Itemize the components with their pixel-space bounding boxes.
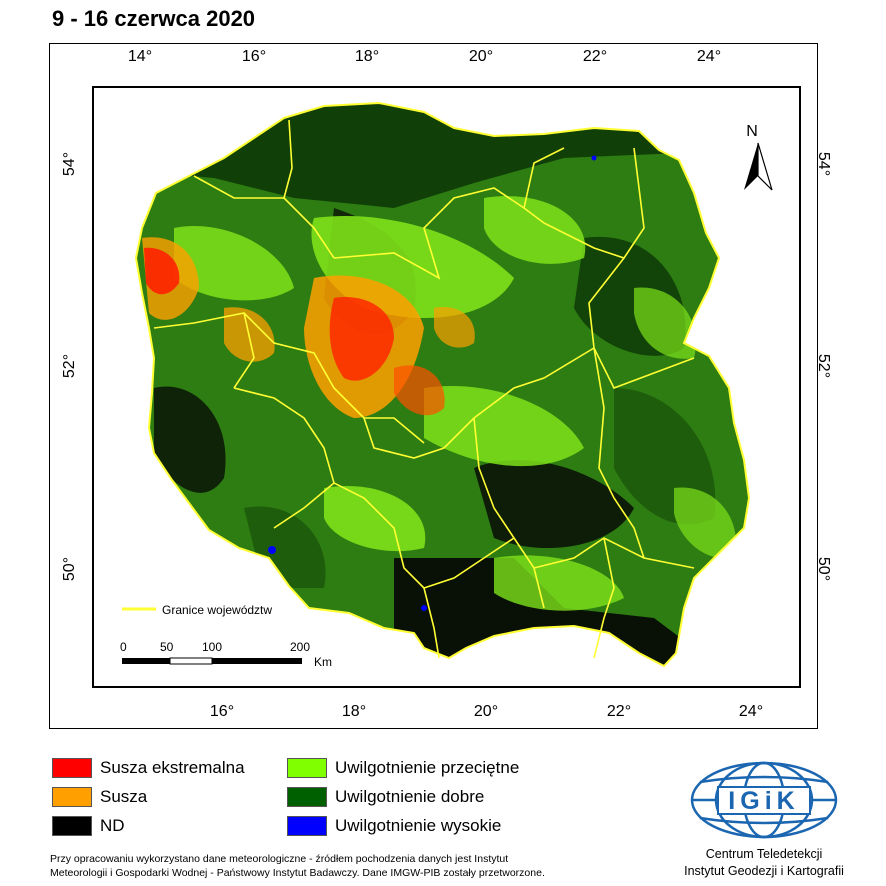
map-title: 9 - 16 czerwca 2020 bbox=[52, 6, 256, 31]
legend-swatch bbox=[287, 816, 327, 836]
left-tick-label: 54° bbox=[61, 151, 78, 177]
legend-item: Uwilgotnienie wysokie bbox=[287, 816, 501, 836]
credit-line: Przy opracowaniu wykorzystano dane meteo… bbox=[50, 853, 509, 865]
map-panel: Granice województw 0 50 100 200 Km N bbox=[92, 86, 801, 688]
scale-label: 0 bbox=[120, 640, 127, 654]
right-tick-label: 52° bbox=[815, 353, 832, 379]
top-tick-label: 16° bbox=[241, 48, 267, 65]
legend-item: Uwilgotnienie dobre bbox=[287, 787, 484, 807]
legend-item: Susza ekstremalna bbox=[52, 758, 245, 778]
legend-label: Uwilgotnienie dobre bbox=[335, 787, 485, 806]
scale-bar: 0 50 100 200 Km bbox=[120, 640, 332, 669]
legend-label: Susza bbox=[100, 787, 148, 806]
legend-swatch bbox=[287, 758, 327, 778]
legend-label: Uwilgotnienie przeciętne bbox=[335, 758, 520, 777]
north-label: N bbox=[746, 123, 758, 140]
legend-swatch bbox=[52, 758, 92, 778]
legend-item: Uwilgotnienie przeciętne bbox=[287, 758, 519, 778]
logo-caption-line: Instytut Geodezji i Kartografii bbox=[684, 864, 844, 878]
top-tick-label: 24° bbox=[696, 48, 722, 65]
bottom-tick-label: 24° bbox=[738, 703, 764, 720]
north-arrow-icon: N bbox=[744, 123, 773, 191]
map-frame: 14° 16° 18° 20° 22° 24° 16° 18° 20° 22° … bbox=[49, 43, 832, 729]
logo-caption: Centrum Teledetekcji Instytut Geodezji i… bbox=[664, 846, 864, 880]
legend-swatch bbox=[287, 787, 327, 807]
data-credit: Przy opracowaniu wykorzystano dane meteo… bbox=[50, 852, 650, 880]
left-tick-label: 52° bbox=[61, 353, 78, 379]
bottom-tick-label: 20° bbox=[473, 703, 499, 720]
credit-line: Meteorologii i Gospodarki Wodnej - Państ… bbox=[50, 867, 545, 879]
legend-label: ND bbox=[100, 816, 125, 835]
legend-label: Uwilgotnienie wysokie bbox=[335, 816, 502, 835]
legend-item: Susza bbox=[52, 787, 147, 807]
top-tick-label: 22° bbox=[582, 48, 608, 65]
logo-caption-line: Centrum Teledetekcji bbox=[705, 847, 823, 861]
scale-label: 50 bbox=[160, 640, 174, 654]
top-tick-label: 20° bbox=[468, 48, 494, 65]
right-tick-label: 54° bbox=[815, 151, 832, 177]
legend-label: Susza ekstremalna bbox=[100, 758, 245, 777]
legend-swatch bbox=[52, 816, 92, 836]
top-tick-label: 14° bbox=[127, 48, 153, 65]
igik-logo: IGiK bbox=[690, 761, 838, 839]
voivodeship-boundaries bbox=[153, 119, 695, 659]
scale-label: 100 bbox=[202, 640, 222, 654]
bottom-tick-label: 16° bbox=[209, 703, 235, 720]
top-tick-label: 18° bbox=[354, 48, 380, 65]
right-tick-label: 50° bbox=[815, 556, 832, 582]
drought-map: Granice województw 0 50 100 200 Km N bbox=[120, 102, 773, 669]
bottom-tick-label: 18° bbox=[341, 703, 367, 720]
scale-label: 200 bbox=[290, 640, 310, 654]
scale-unit: Km bbox=[314, 655, 332, 669]
left-tick-label: 50° bbox=[61, 556, 78, 582]
logo-text: IGiK bbox=[728, 787, 799, 815]
bottom-tick-label: 22° bbox=[606, 703, 632, 720]
legend-item: ND bbox=[52, 816, 125, 836]
legend-swatch bbox=[52, 787, 92, 807]
boundary-legend-label: Granice województw bbox=[162, 603, 272, 617]
